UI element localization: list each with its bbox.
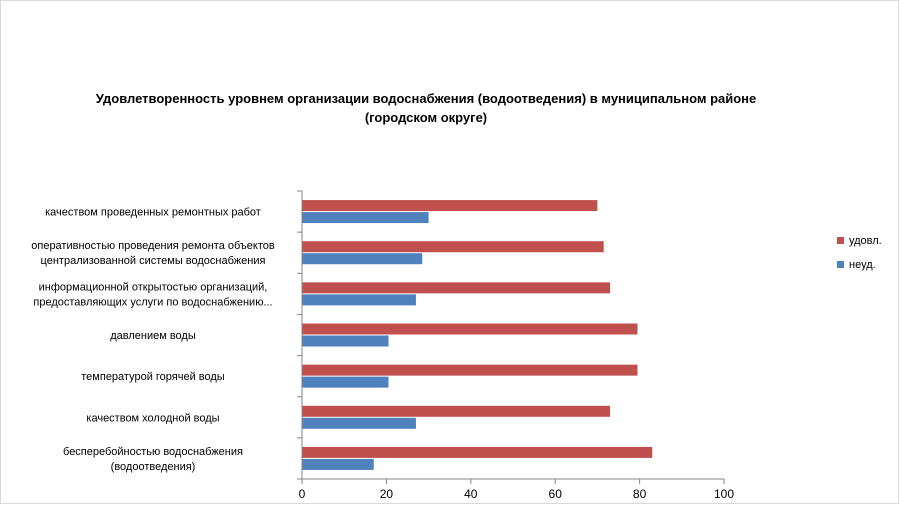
bar-unsatisfied-5: [302, 417, 416, 429]
category-label-6-1: (водоотведения): [111, 461, 196, 473]
bar-unsatisfied-6: [302, 458, 374, 470]
bar-satisfied-0: [302, 200, 598, 212]
bar-unsatisfied-1: [302, 253, 423, 265]
bar-unsatisfied-2: [302, 294, 416, 306]
legend-swatch-1: [837, 261, 844, 268]
category-label-1-0: оперативностью проведения ремонта объект…: [31, 240, 275, 252]
category-label-1-1: централизованной системы водоснабжения: [41, 255, 266, 267]
x-tick-label-4: 80: [633, 487, 647, 501]
category-label-2-0: информационной открытостью организаций,: [39, 281, 268, 293]
bar-unsatisfied-4: [302, 376, 389, 388]
bar-satisfied-6: [302, 446, 653, 458]
bar-satisfied-5: [302, 405, 611, 417]
bar-satisfied-4: [302, 364, 638, 376]
category-label-2-1: предоставляющих услуги по водоснабжению.…: [33, 296, 272, 308]
bar-satisfied-1: [302, 241, 604, 253]
category-label-6-0: бесперебойностью водоснабжения: [63, 446, 243, 458]
legend-swatch-0: [837, 237, 844, 244]
category-label-0-0: качеством проведенных ремонтных работ: [45, 207, 261, 219]
x-tick-label-1: 20: [380, 487, 394, 501]
bar-unsatisfied-3: [302, 335, 389, 347]
x-tick-label-3: 60: [549, 487, 563, 501]
legend-label-0: удовл.: [849, 235, 882, 247]
legend-label-1: неуд.: [849, 259, 876, 271]
x-tick-label-5: 100: [714, 487, 734, 501]
category-label-3-0: давлением воды: [110, 330, 196, 342]
x-tick-label-0: 0: [299, 487, 306, 501]
chart-title-line-2: (городском округе): [365, 110, 487, 125]
chart-title-line-1: Удовлетворенность уровнем организации во…: [96, 91, 757, 106]
bar-satisfied-3: [302, 323, 638, 335]
bar-satisfied-2: [302, 282, 611, 294]
x-tick-label-2: 40: [464, 487, 478, 501]
bar-unsatisfied-0: [302, 212, 429, 224]
category-label-5-0: качеством холодной воды: [86, 412, 219, 424]
category-label-4-0: температурой горячей воды: [81, 371, 225, 383]
